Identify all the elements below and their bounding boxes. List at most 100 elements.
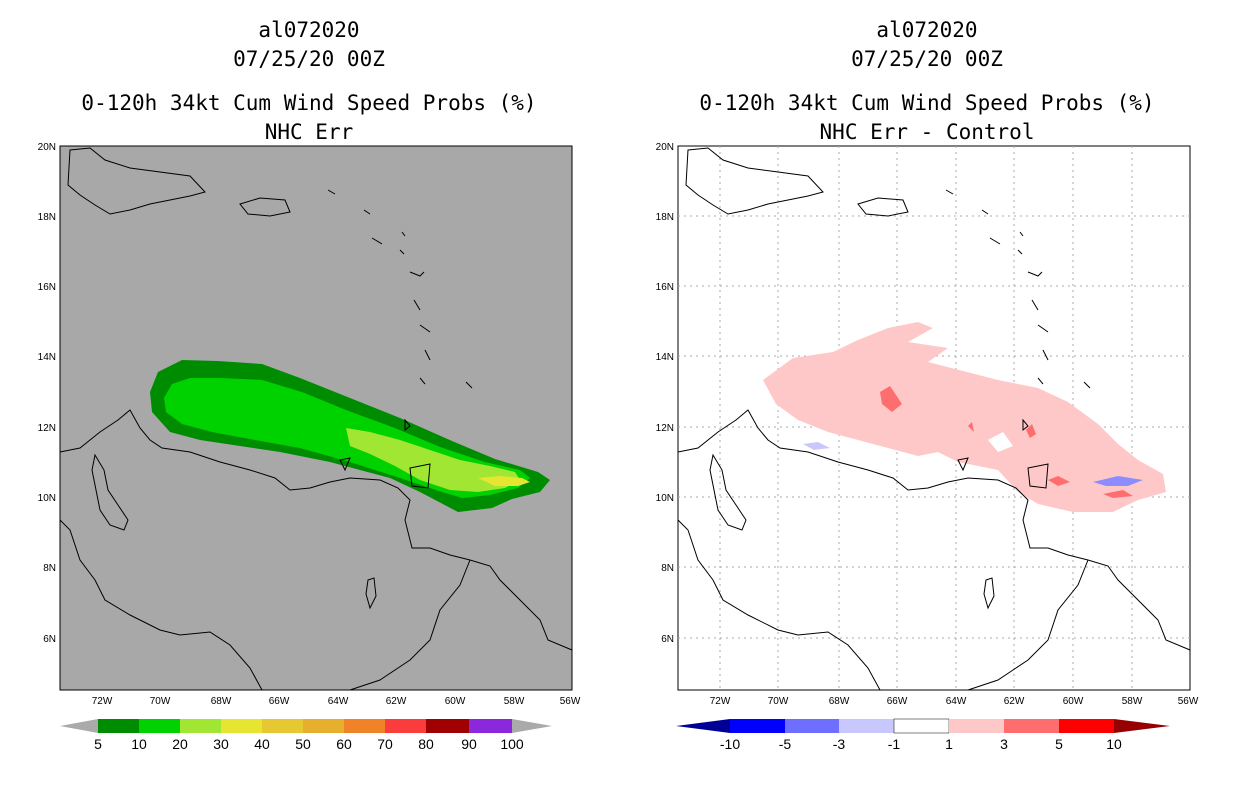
lat-tick: 6N [661,634,674,645]
diff-positive-3to5d [1048,476,1070,486]
lon-tick: 60W [445,696,466,707]
lat-tick: 12N [656,423,674,434]
lat-tick: 20N [38,142,56,153]
diff-positive-3to5c [968,422,974,432]
colorbar-right: -10 -5 -3 -1 1 3 5 10 [676,718,1170,752]
lat-ticks-left: 20N 18N 16N 14N 12N 10N 8N 6N [38,142,56,645]
colorbar-swatch [785,719,839,733]
colorbar-label: 30 [213,736,229,752]
lon-tick: 62W [1004,696,1025,707]
lat-tick: 14N [656,352,674,363]
lon-tick: 72W [92,696,113,707]
colorbar-label: 5 [1055,736,1063,752]
lat-tick: 8N [661,563,674,574]
swath-20 [346,428,520,492]
colorbar-label: 10 [131,736,147,752]
colorbar-label: 1 [945,736,953,752]
colorbar-swatch [303,719,344,733]
colorbar-swatch [344,719,385,733]
lon-tick: 72W [710,696,731,707]
colorbar-swatch [180,719,221,733]
colorbar-swatch [426,719,469,733]
colorbar-swatch [839,719,894,733]
swath-30 [478,476,530,486]
coastlines [59,147,573,691]
diff-positive-3to5e [1103,490,1133,498]
lat-tick: 12N [38,423,56,434]
colorbar-end-low [60,719,98,733]
lat-tick: 8N [43,563,56,574]
diff-negative-1to3b [803,442,830,450]
colorbar-swatch [139,719,180,733]
lon-tick: 64W [946,696,967,707]
lon-tick: 56W [560,696,581,707]
lat-tick: 6N [43,634,56,645]
map-left: 20N 18N 16N 14N 12N 10N 8N 6N 72W 70W 68… [38,142,581,752]
lon-tick: 68W [211,696,232,707]
colorbar-label: 3 [1000,736,1008,752]
colorbar-label: 70 [377,736,393,752]
lat-tick: 16N [656,282,674,293]
panel-nhc-err: al072020 07/25/20 00Z 0-120h 34kt Cum Wi… [38,18,581,752]
colorbar-label: 60 [336,736,352,752]
lat-tick: 18N [38,212,56,223]
diff-positive-1to3 [763,322,1166,512]
colorbar-label: -1 [888,736,901,752]
colorbar-swatch [730,719,785,733]
lon-tick: 58W [504,696,525,707]
lon-ticks-left: 72W 70W 68W 66W 64W 62W 60W 58W 56W [92,696,581,707]
lat-tick: 16N [38,282,56,293]
lat-tick: 14N [38,352,56,363]
lon-tick: 56W [1178,696,1199,707]
colorbar-label: 50 [295,736,311,752]
lon-tick: 58W [1122,696,1143,707]
datetime: 07/25/20 00Z [233,47,385,71]
lon-tick: 60W [1063,696,1084,707]
map-right: 20N 18N 16N 14N 12N 10N 8N 6N 72W 70W 68… [656,142,1199,752]
lon-ticks-right: 72W 70W 68W 66W 64W 62W 60W 58W 56W [710,696,1199,707]
diff-gap [988,432,1013,452]
colorbar-swatch [949,719,1004,733]
coastlines [677,147,1191,691]
lon-tick: 64W [328,696,349,707]
colorbar-swatch [469,719,512,733]
colorbar-swatch [221,719,262,733]
product-title: 0-120h 34kt Cum Wind Speed Probs (%) [81,91,537,115]
colorbar-label: 90 [461,736,477,752]
colorbar-end-high [1114,719,1170,733]
lat-tick: 10N [38,493,56,504]
colorbar-label: -5 [779,736,792,752]
colorbar-label: 20 [172,736,188,752]
panel-nhc-err-control: al072020 07/25/20 00Z 0-120h 34kt Cum Wi… [618,0,1236,800]
diff-negative-1to3 [1093,476,1143,486]
colorbar-label: 80 [418,736,434,752]
lat-tick: 10N [656,493,674,504]
storm-id: al072020 [876,18,978,42]
lat-tick: 20N [656,142,674,153]
lat-ticks-right: 20N 18N 16N 14N 12N 10N 8N 6N [656,142,674,645]
colorbar-label: 10 [1106,736,1122,752]
colorbar-label: 100 [500,736,524,752]
colorbar-end-high [512,719,552,733]
colorbar-label: 40 [254,736,270,752]
colorbar-swatch [893,718,950,734]
lon-tick: 66W [887,696,908,707]
product-title: 0-120h 34kt Cum Wind Speed Probs (%) [699,91,1155,115]
colorbar-swatch [98,719,139,733]
diff-positive-3to5 [880,386,902,412]
lat-tick: 18N [656,212,674,223]
colorbar-swatch [385,719,426,733]
lon-tick: 70W [150,696,171,707]
lon-tick: 62W [386,696,407,707]
colorbar-label: 5 [94,736,102,752]
lon-tick: 66W [269,696,290,707]
colorbar-end-low [676,719,730,733]
colorbar-swatch [1004,719,1059,733]
lon-tick: 70W [768,696,789,707]
colorbar-label: -3 [833,736,846,752]
colorbar-label: -10 [720,736,740,752]
colorbar-swatch [262,719,303,733]
datetime: 07/25/20 00Z [851,47,1003,71]
diff-positive-3to5b [1026,424,1036,438]
panel-subtitle: NHC Err - Control [819,120,1035,144]
